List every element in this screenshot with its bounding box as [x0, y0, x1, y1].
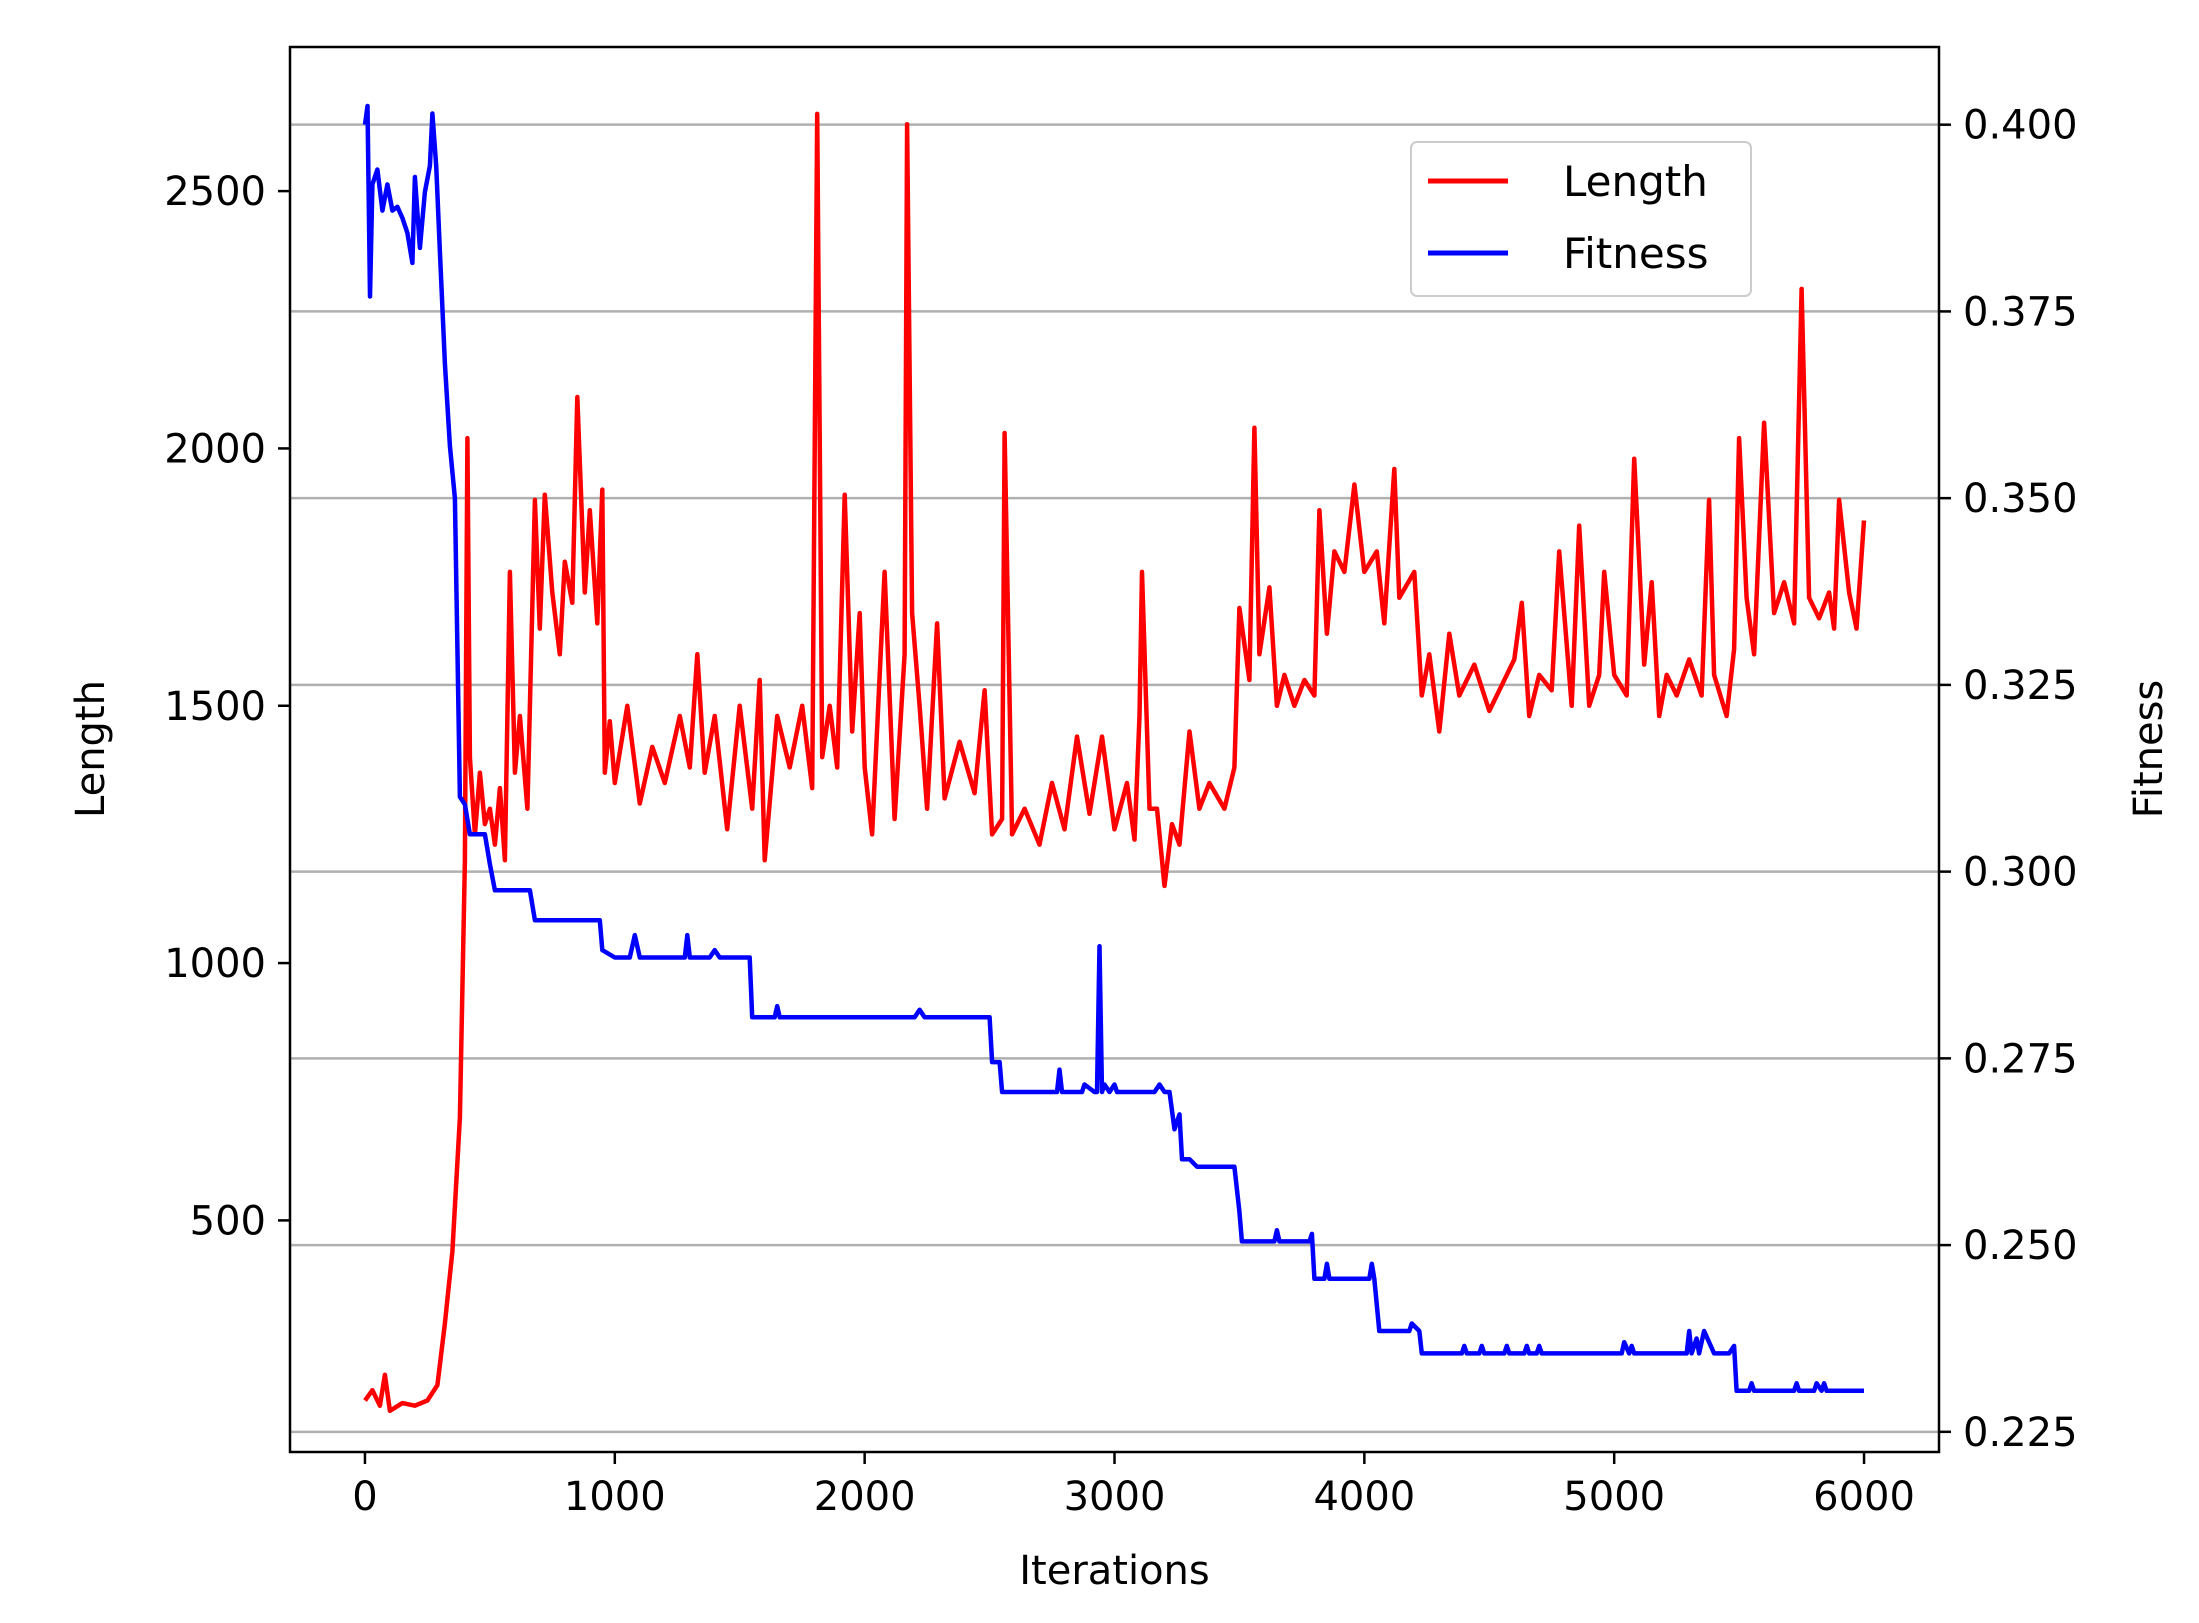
right-y-axis-title: Fitness — [2126, 680, 2172, 819]
x-tick-label: 2000 — [814, 1474, 916, 1520]
gridlines — [290, 123, 1939, 1434]
axis-ticks: 0 1000 2000 3000 4000 5000 6000 500 1000 1500 2000… — [164, 103, 2077, 1520]
legend-label-length: Length — [1563, 157, 1708, 206]
x-tick-label: 6000 — [1813, 1474, 1915, 1520]
right-y-tick-label: 0.225 — [1963, 1410, 2078, 1456]
right-y-tick-label: 0.375 — [1963, 289, 2078, 335]
x-tick-label: 4000 — [1313, 1474, 1415, 1520]
right-y-tick-label: 0.325 — [1963, 663, 2078, 709]
x-tick-label: 5000 — [1563, 1474, 1665, 1520]
left-y-tick-label: 2500 — [164, 169, 266, 215]
right-y-tick-label: 0.350 — [1963, 476, 2078, 522]
x-tick-label: 3000 — [1064, 1474, 1166, 1520]
right-y-tick-label: 0.250 — [1963, 1223, 2078, 1269]
left-y-tick-label: 1500 — [164, 684, 266, 730]
legend-label-fitness: Fitness — [1563, 229, 1708, 278]
left-y-tick-label: 500 — [190, 1198, 266, 1244]
series-lines — [362, 103, 1867, 1414]
left-y-axis-title: Length — [68, 680, 114, 818]
x-axis-title: Iterations — [1019, 1548, 1210, 1594]
right-y-tick-label: 0.400 — [1963, 103, 2078, 149]
series-line-fitness — [362, 103, 1864, 1394]
left-y-tick-label: 1000 — [164, 941, 266, 987]
x-tick-label: 1000 — [564, 1474, 666, 1520]
x-tick-label: 0 — [352, 1474, 377, 1520]
legend: Length Fitness — [1410, 141, 1752, 297]
right-y-tick-label: 0.300 — [1963, 850, 2078, 896]
left-y-tick-label: 2000 — [164, 426, 266, 472]
right-y-tick-label: 0.275 — [1963, 1036, 2078, 1082]
series-line-length — [363, 111, 1867, 1414]
